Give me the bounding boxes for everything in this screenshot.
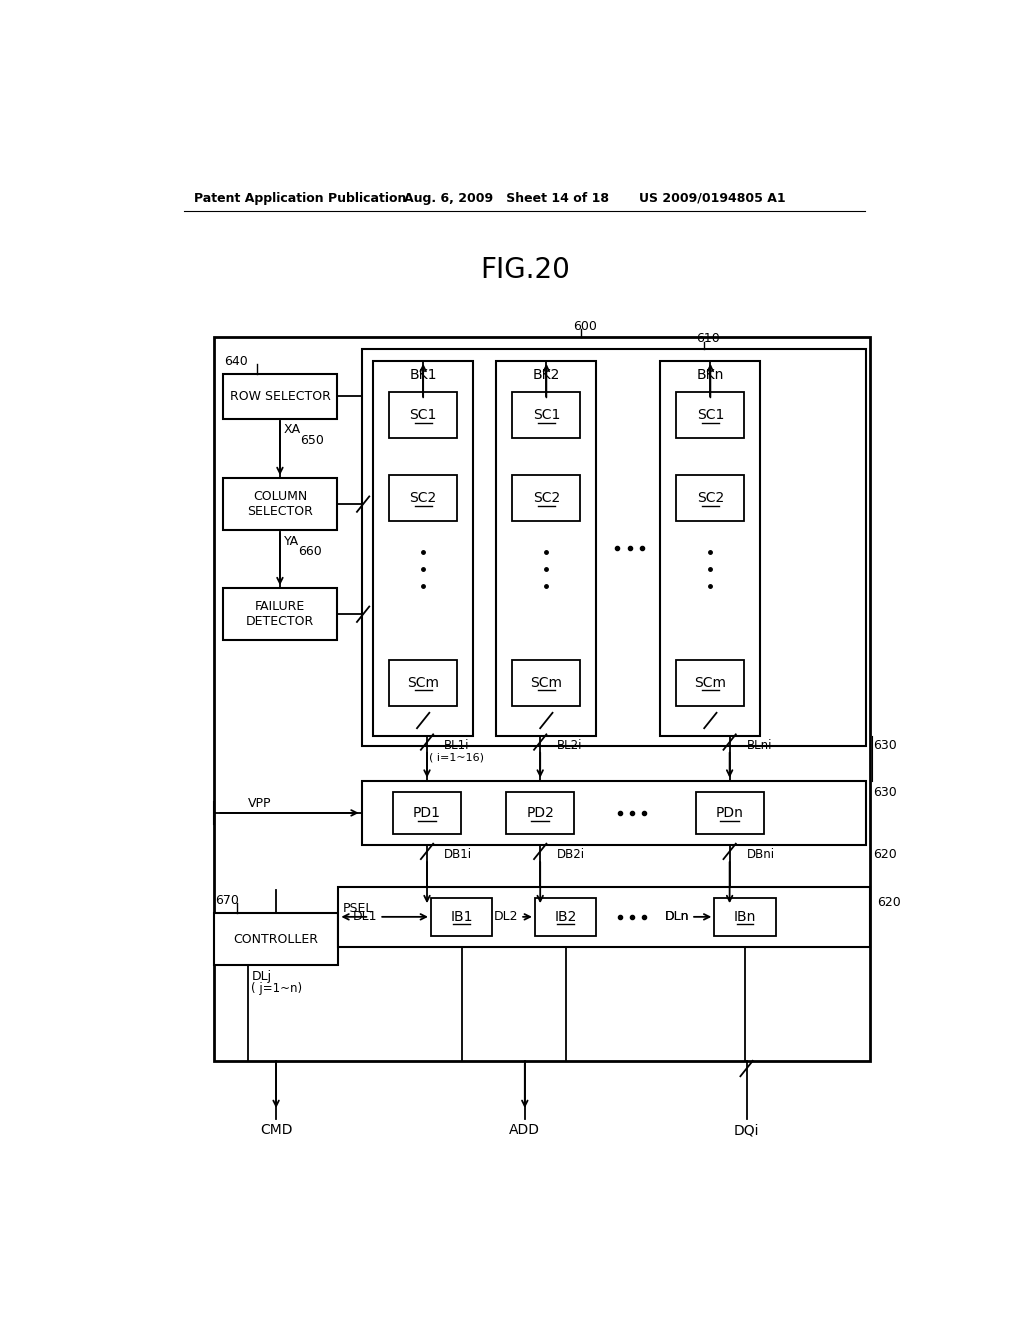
Bar bbox=[223, 478, 337, 531]
Text: VPP: VPP bbox=[248, 797, 271, 810]
Text: CMD: CMD bbox=[260, 1123, 292, 1137]
Text: BL2i: BL2i bbox=[557, 739, 583, 751]
Text: DB1i: DB1i bbox=[444, 847, 472, 861]
Bar bbox=[361, 780, 866, 845]
Text: IB2: IB2 bbox=[554, 909, 577, 924]
Bar bbox=[361, 350, 866, 746]
Bar bbox=[512, 475, 581, 521]
Text: ROW SELECTOR: ROW SELECTOR bbox=[229, 389, 331, 403]
Text: BLni: BLni bbox=[746, 739, 772, 751]
Bar bbox=[393, 792, 461, 834]
Bar bbox=[677, 660, 744, 706]
Text: Patent Application Publication: Patent Application Publication bbox=[194, 191, 407, 205]
Text: BL1i: BL1i bbox=[444, 739, 469, 751]
Bar bbox=[389, 660, 457, 706]
Text: SCm: SCm bbox=[530, 676, 562, 690]
Text: PSEL: PSEL bbox=[342, 902, 373, 915]
Bar bbox=[512, 392, 581, 438]
Text: ( j=1~n): ( j=1~n) bbox=[252, 982, 302, 995]
Text: FAILURE
DETECTOR: FAILURE DETECTOR bbox=[246, 601, 314, 628]
Text: BKn: BKn bbox=[696, 368, 724, 381]
Text: SCm: SCm bbox=[408, 676, 439, 690]
Text: 630: 630 bbox=[873, 739, 897, 751]
Text: DL1: DL1 bbox=[353, 911, 378, 924]
Text: 610: 610 bbox=[696, 333, 720, 345]
Bar bbox=[506, 792, 574, 834]
Text: 600: 600 bbox=[572, 319, 597, 333]
Bar bbox=[339, 887, 869, 946]
Bar bbox=[431, 898, 493, 936]
Text: PD2: PD2 bbox=[526, 807, 554, 820]
Bar bbox=[714, 898, 776, 936]
Bar bbox=[677, 475, 744, 521]
Text: 620: 620 bbox=[878, 896, 901, 908]
Text: Aug. 6, 2009   Sheet 14 of 18: Aug. 6, 2009 Sheet 14 of 18 bbox=[403, 191, 609, 205]
Bar bbox=[512, 660, 581, 706]
Text: DLn: DLn bbox=[665, 911, 689, 924]
Text: DLj: DLj bbox=[252, 970, 271, 983]
Text: CONTROLLER: CONTROLLER bbox=[233, 933, 318, 945]
Text: ( i=1~16): ( i=1~16) bbox=[429, 752, 483, 763]
Text: 640: 640 bbox=[224, 355, 248, 368]
Bar bbox=[660, 360, 761, 737]
Text: SC2: SC2 bbox=[696, 491, 724, 506]
Text: DL2: DL2 bbox=[494, 911, 518, 924]
Text: DBni: DBni bbox=[746, 847, 775, 861]
Bar bbox=[389, 475, 457, 521]
Text: PDn: PDn bbox=[716, 807, 743, 820]
Bar bbox=[214, 337, 869, 1061]
Text: 650: 650 bbox=[300, 434, 324, 446]
Text: COLUMN
SELECTOR: COLUMN SELECTOR bbox=[247, 490, 313, 519]
Bar bbox=[535, 898, 596, 936]
Text: SC2: SC2 bbox=[532, 491, 560, 506]
Bar bbox=[214, 913, 339, 965]
Text: PD1: PD1 bbox=[413, 807, 441, 820]
Text: XA: XA bbox=[284, 422, 301, 436]
Text: SC1: SC1 bbox=[532, 408, 560, 422]
Text: DQi: DQi bbox=[734, 1123, 760, 1137]
Text: 670: 670 bbox=[215, 894, 240, 907]
Bar bbox=[677, 392, 744, 438]
Text: IB1: IB1 bbox=[451, 909, 473, 924]
Text: BK1: BK1 bbox=[410, 368, 437, 381]
Text: US 2009/0194805 A1: US 2009/0194805 A1 bbox=[639, 191, 785, 205]
Bar bbox=[223, 374, 337, 418]
Bar bbox=[695, 792, 764, 834]
Text: YA: YA bbox=[284, 535, 299, 548]
Bar bbox=[223, 589, 337, 640]
Text: 630: 630 bbox=[873, 785, 897, 799]
Text: 660: 660 bbox=[298, 545, 323, 558]
Text: DLn: DLn bbox=[665, 911, 689, 924]
Bar bbox=[373, 360, 473, 737]
Text: IBn: IBn bbox=[734, 909, 756, 924]
Text: BK2: BK2 bbox=[532, 368, 560, 381]
Text: SC1: SC1 bbox=[410, 408, 437, 422]
Text: FIG.20: FIG.20 bbox=[480, 256, 569, 284]
Text: SC2: SC2 bbox=[410, 491, 437, 506]
Bar bbox=[497, 360, 596, 737]
Text: 620: 620 bbox=[873, 847, 897, 861]
Text: SC1: SC1 bbox=[696, 408, 724, 422]
Text: ADD: ADD bbox=[509, 1123, 541, 1137]
Bar bbox=[389, 392, 457, 438]
Text: SCm: SCm bbox=[694, 676, 726, 690]
Text: DB2i: DB2i bbox=[557, 847, 586, 861]
